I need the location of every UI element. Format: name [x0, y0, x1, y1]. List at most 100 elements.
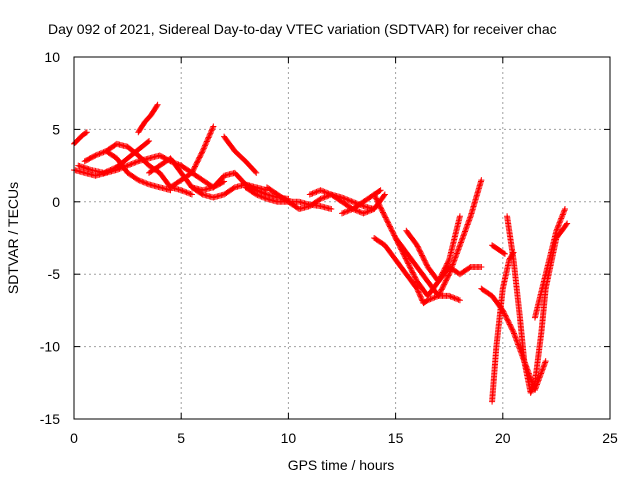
data-point-fill	[452, 254, 459, 261]
data-point-fill	[387, 224, 394, 231]
data-point-fill	[125, 162, 132, 169]
data-point-fill	[454, 296, 461, 303]
data-point-fill	[376, 187, 383, 194]
data-point-fill	[192, 163, 199, 170]
data-point-fill	[321, 188, 328, 195]
x-tick-label: 15	[388, 430, 404, 446]
data-point-fill	[409, 269, 416, 276]
data-point-fill	[557, 216, 564, 223]
plot-frame	[73, 56, 611, 420]
data-point-fill	[195, 157, 202, 164]
data-point-fill	[443, 277, 450, 284]
data-point-fill	[530, 382, 537, 389]
data-point-fill	[381, 212, 388, 219]
data-point-fill	[99, 149, 106, 156]
data-point-fill	[196, 154, 203, 161]
data-point-fill	[318, 195, 325, 202]
data-point-fill	[314, 188, 321, 195]
data-point-fill	[365, 208, 372, 215]
data-point-fill	[504, 317, 511, 324]
data-point-fill	[539, 367, 546, 374]
data-point-fill	[539, 366, 546, 373]
data-point-fill	[201, 144, 208, 151]
y-tick-label: 5	[52, 121, 60, 137]
data-point-fill	[340, 209, 347, 216]
data-point	[101, 169, 108, 176]
data-point-fill	[416, 292, 423, 299]
data-point-fill	[441, 266, 448, 273]
data-point-fill	[206, 131, 213, 138]
data-point-fill	[378, 206, 385, 213]
data-point-fill	[537, 371, 544, 378]
data-point-fill	[459, 235, 466, 242]
data-point-fill	[107, 166, 114, 173]
data-point-fill	[259, 194, 266, 201]
data-point-fill	[139, 178, 146, 185]
data-point-fill	[454, 249, 461, 256]
data-point-fill	[385, 220, 392, 227]
data-point-fill	[320, 194, 327, 201]
data-point-fill	[133, 158, 140, 165]
data-point-fill	[191, 164, 198, 171]
data-point-fill	[257, 193, 264, 200]
data-point-fill	[464, 221, 471, 228]
data-point-fill	[453, 251, 460, 258]
data-point	[124, 162, 131, 169]
data-point	[424, 297, 431, 304]
data-point	[328, 206, 335, 213]
data-point-fill	[512, 333, 519, 340]
data-point-fill	[531, 381, 538, 388]
data-point-fill	[132, 159, 139, 166]
data-point-fill	[386, 222, 393, 229]
data-point-fill	[553, 226, 560, 233]
data-point-fill	[441, 280, 448, 287]
data-point-fill	[455, 246, 462, 253]
data-point-fill	[515, 342, 522, 349]
data-point-fill	[436, 290, 443, 297]
data-point-fill	[513, 337, 520, 344]
data-point-fill	[106, 167, 113, 174]
data-point-fill	[205, 134, 212, 141]
data-point-fill	[450, 294, 457, 301]
data-point-fill	[356, 208, 363, 215]
data-point-fill	[437, 274, 444, 281]
data-point-fill	[204, 137, 211, 144]
data-point-fill	[436, 277, 443, 284]
data-point-fill	[320, 188, 327, 195]
data-point-fill	[509, 327, 516, 334]
data-point-fill	[318, 187, 325, 194]
data-point	[210, 123, 217, 130]
data-point-fill	[379, 208, 386, 215]
data-point-fill	[200, 145, 207, 152]
data-point-fill	[505, 318, 512, 325]
data-point-fill	[456, 243, 463, 250]
data-point-fill	[230, 185, 237, 192]
data-point	[501, 250, 508, 257]
data-point-fill	[415, 246, 422, 253]
data-point-fill	[458, 238, 465, 245]
data-point-fill	[555, 222, 562, 229]
data-point-fill	[414, 243, 421, 250]
data-point-fill	[416, 247, 423, 254]
data-point-fill	[184, 189, 191, 196]
x-axis-label: GPS time / hours	[288, 457, 395, 473]
data-point-fill	[261, 194, 268, 201]
data-point-fill	[501, 311, 508, 318]
data-point-fill	[144, 180, 151, 187]
data-point-fill	[558, 215, 565, 222]
data-point-fill	[82, 130, 89, 137]
data-point-fill	[405, 260, 412, 267]
data-point	[564, 220, 571, 227]
data-point-fill	[453, 250, 460, 257]
data-point-fill	[466, 216, 473, 223]
data-point-fill	[506, 320, 513, 327]
data-point-fill	[422, 258, 429, 265]
data-point-fill	[376, 203, 383, 210]
data-point-fill	[97, 150, 104, 157]
data-point-fill	[457, 240, 464, 247]
data-point-fill	[461, 229, 468, 236]
data-point	[510, 329, 517, 336]
data-point-fill	[374, 197, 381, 204]
data-point-fill	[438, 286, 445, 293]
data-point-fill	[506, 321, 513, 328]
